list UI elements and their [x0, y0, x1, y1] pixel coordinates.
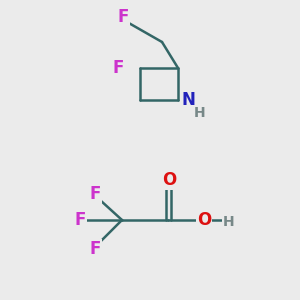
Text: N: N — [181, 91, 195, 109]
Text: F: F — [74, 211, 86, 229]
Text: F: F — [112, 59, 124, 77]
Text: H: H — [194, 106, 206, 120]
Text: O: O — [162, 171, 176, 189]
Text: H: H — [223, 215, 235, 229]
Text: F: F — [89, 240, 101, 258]
Text: F: F — [89, 185, 101, 203]
Text: O: O — [197, 211, 211, 229]
Text: F: F — [117, 8, 129, 26]
